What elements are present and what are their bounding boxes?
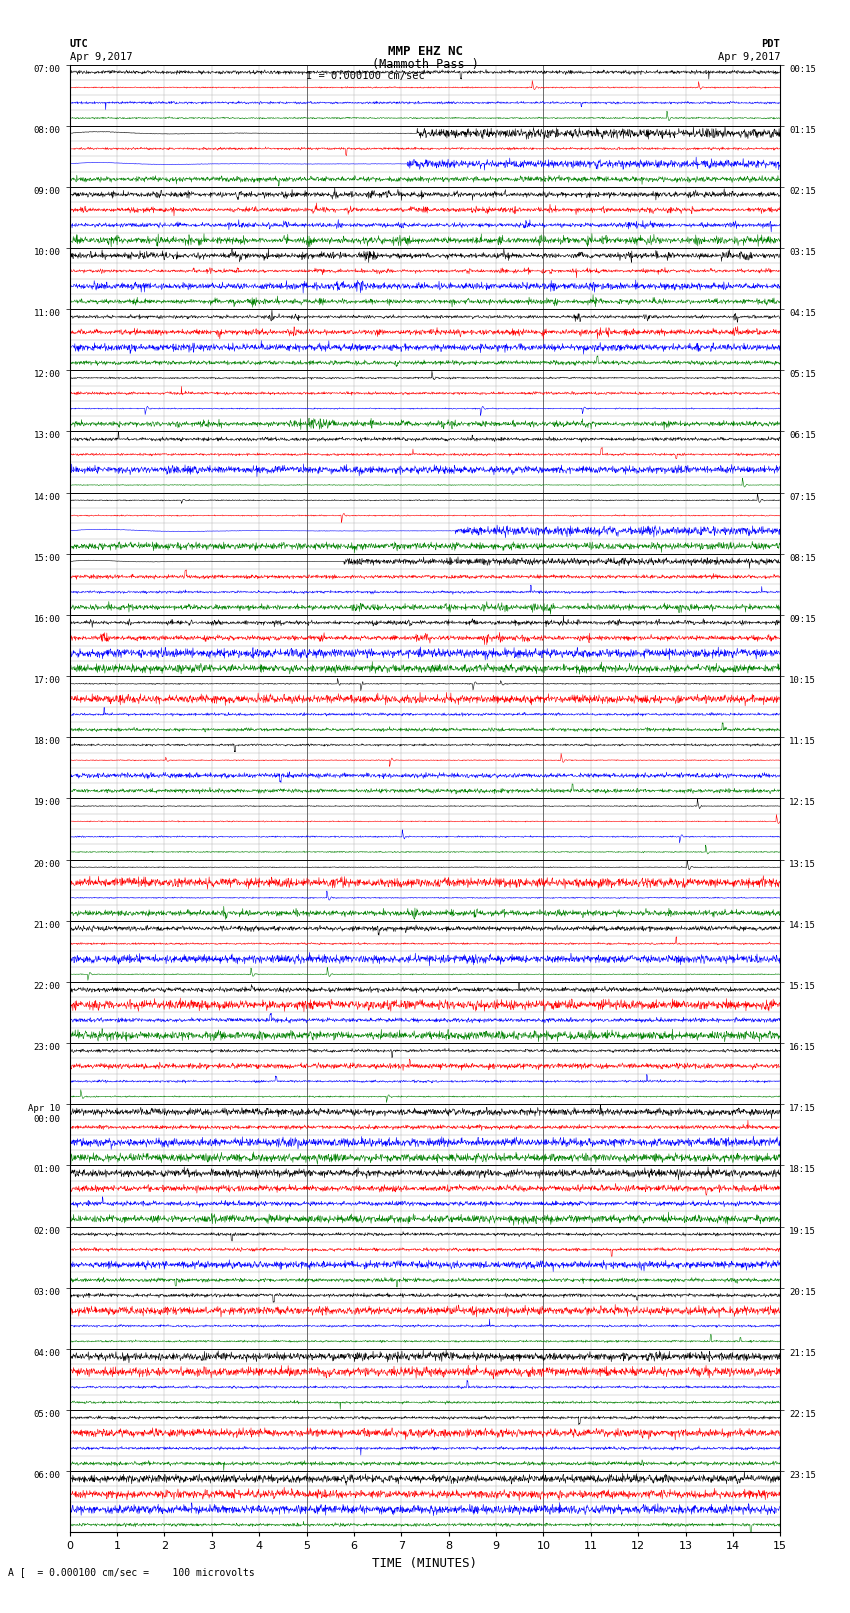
Text: Apr 9,2017: Apr 9,2017 <box>717 52 780 61</box>
X-axis label: TIME (MINUTES): TIME (MINUTES) <box>372 1557 478 1569</box>
Text: MMP EHZ NC: MMP EHZ NC <box>388 45 462 58</box>
Text: A [  = 0.000100 cm/sec =    100 microvolts: A [ = 0.000100 cm/sec = 100 microvolts <box>8 1568 255 1578</box>
Text: (Mammoth Pass ): (Mammoth Pass ) <box>371 58 479 71</box>
Text: PDT: PDT <box>762 39 780 48</box>
Text: Apr 9,2017: Apr 9,2017 <box>70 52 133 61</box>
Text: UTC: UTC <box>70 39 88 48</box>
Text: I = 0.000100 cm/sec: I = 0.000100 cm/sec <box>306 71 425 81</box>
